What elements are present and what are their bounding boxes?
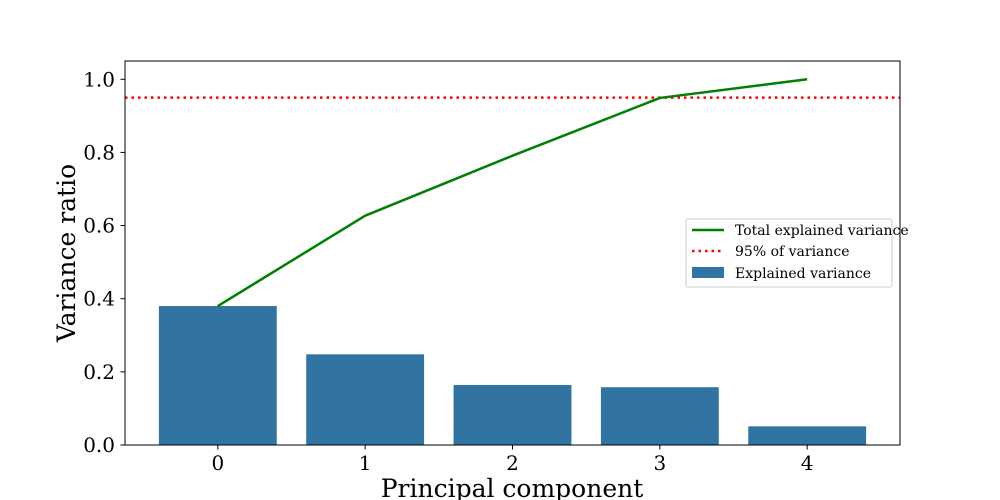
x-tick-label: 2 bbox=[506, 451, 519, 475]
legend: Total explained variance 95% of variance… bbox=[685, 218, 909, 288]
bar-component-1 bbox=[306, 354, 425, 445]
x-tick-label: 1 bbox=[359, 451, 372, 475]
y-axis-label: Variance ratio bbox=[52, 164, 81, 343]
bar-component-4 bbox=[748, 426, 867, 445]
legend-swatch-explained-variance bbox=[692, 267, 724, 278]
y-tick-label: 0.6 bbox=[83, 214, 115, 238]
x-tick-label: 4 bbox=[801, 451, 814, 475]
lines-layer bbox=[125, 78, 900, 308]
legend-frame bbox=[685, 218, 893, 288]
bar-component-3 bbox=[600, 387, 719, 445]
legend-label-95-percent-of-variance: 95% of variance bbox=[735, 244, 850, 260]
x-tick-label: 0 bbox=[211, 451, 224, 475]
line-total-explained-variance bbox=[217, 78, 808, 308]
legend-label-explained-variance: Explained variance bbox=[735, 266, 871, 282]
y-tick-label: 0.0 bbox=[83, 433, 115, 457]
bar-component-2 bbox=[453, 385, 572, 445]
bar-component-0 bbox=[158, 306, 277, 445]
x-axis-label: Principal component bbox=[381, 474, 644, 500]
bars-layer bbox=[158, 306, 867, 445]
ticks-layer: 0.0 0.2 0.4 0.6 0.8 1.0 0 1 2 3 4 bbox=[83, 67, 813, 475]
y-tick-label: 1.0 bbox=[83, 67, 115, 91]
legend-label-total-explained-variance: Total explained variance bbox=[735, 223, 909, 239]
y-tick-label: 0.4 bbox=[83, 287, 115, 311]
x-tick-label: 3 bbox=[653, 451, 666, 475]
y-tick-label: 0.2 bbox=[83, 360, 115, 384]
y-tick-label: 0.8 bbox=[83, 140, 115, 164]
